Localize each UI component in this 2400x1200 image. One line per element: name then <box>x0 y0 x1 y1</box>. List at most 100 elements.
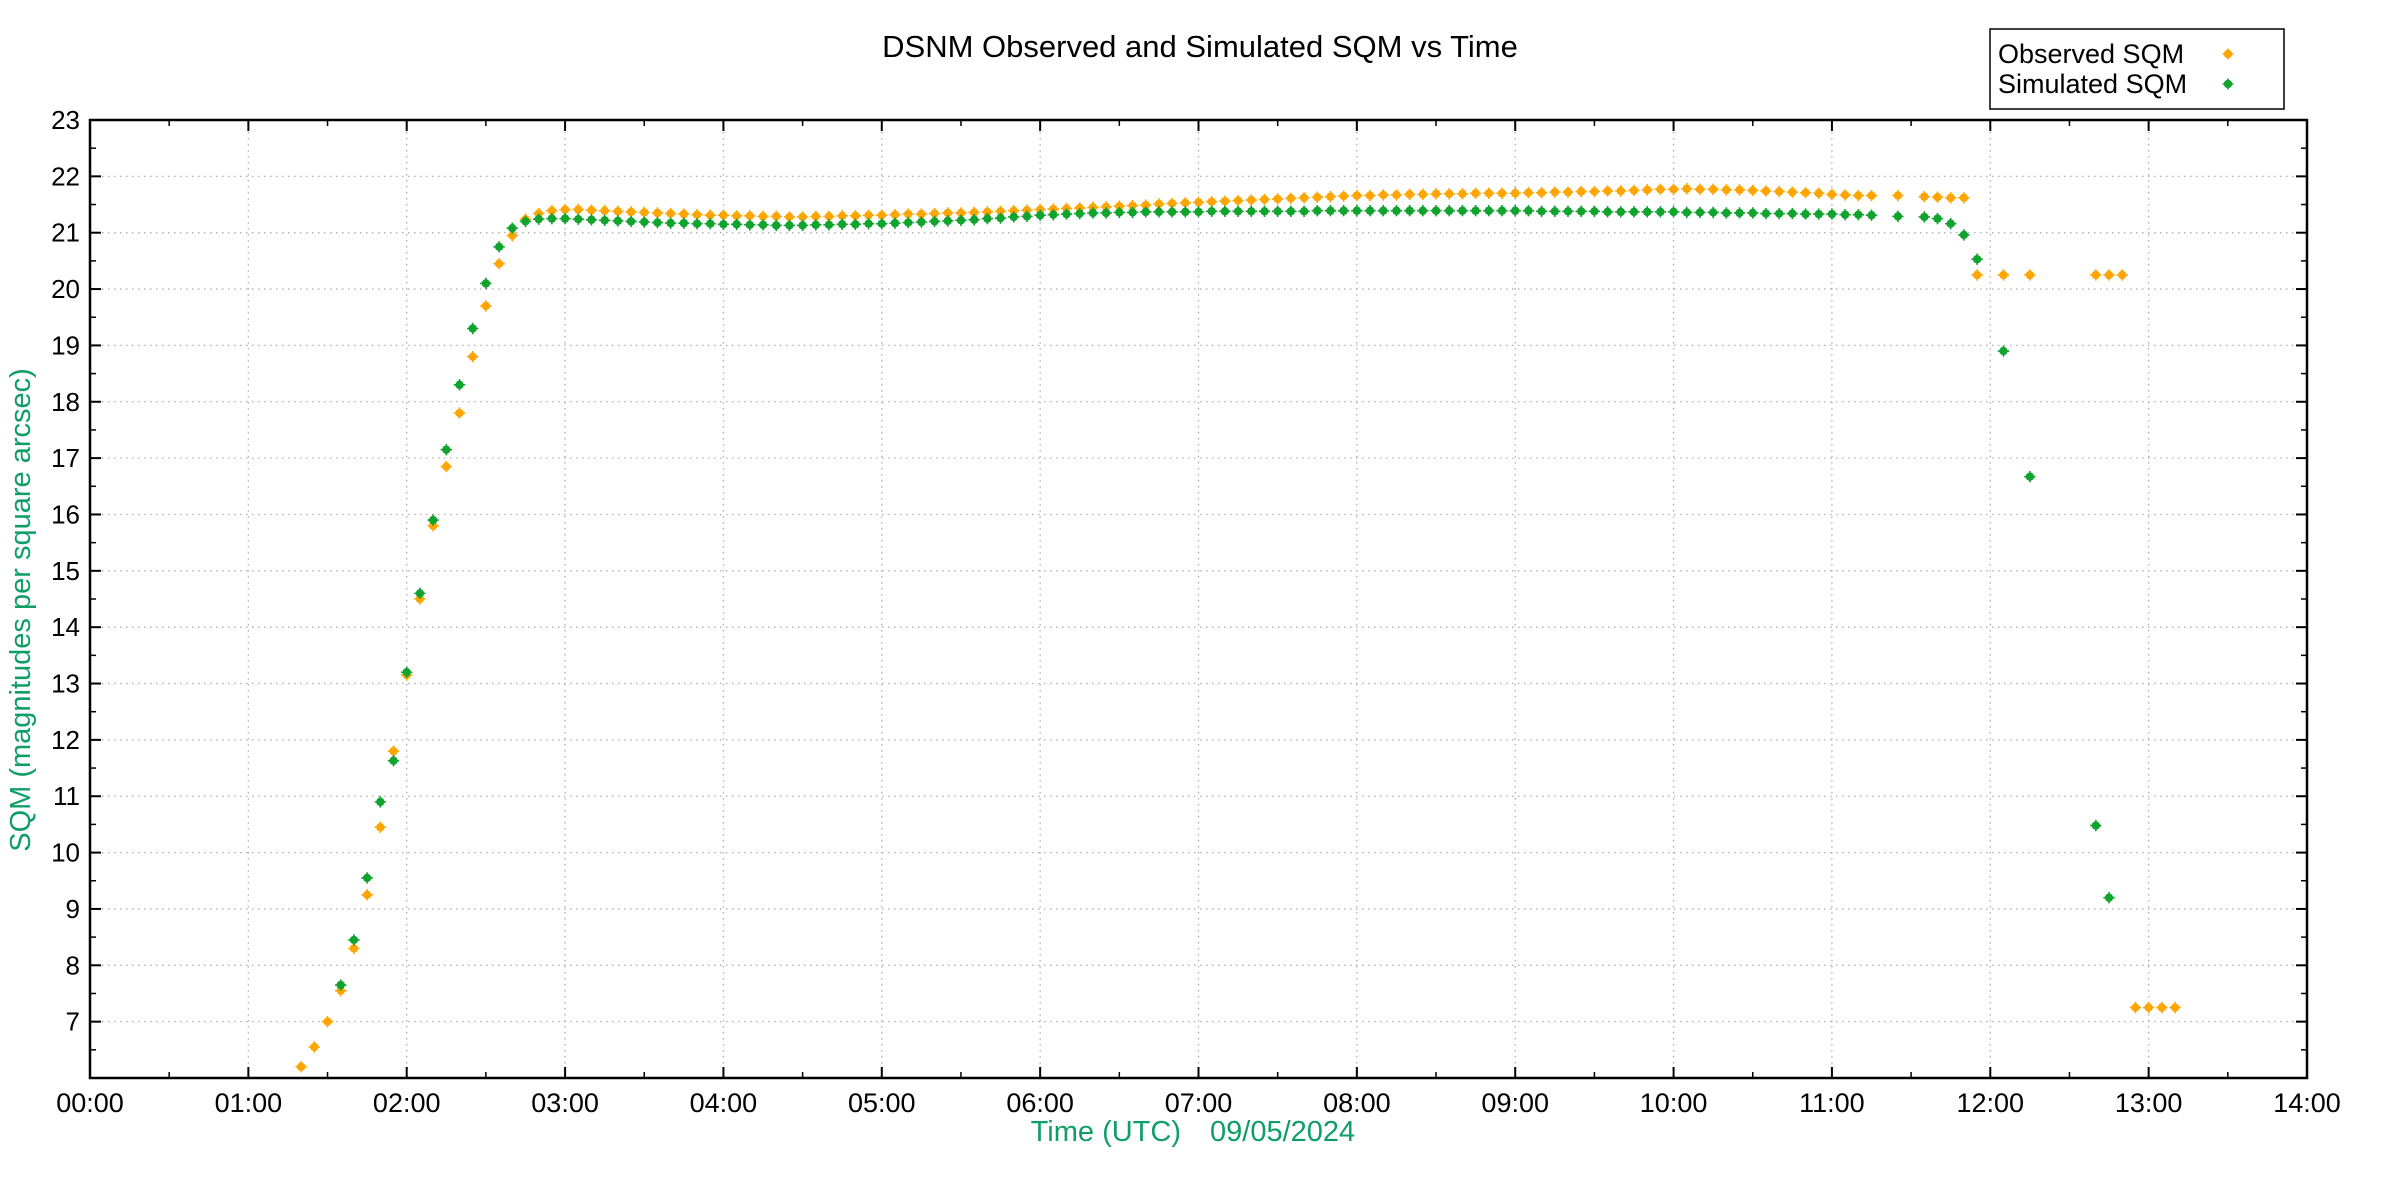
data-point-observed-sqm <box>1206 196 1218 208</box>
data-point-simulated-sqm <box>730 218 743 230</box>
legend-box <box>1989 28 2285 110</box>
data-point-observed-sqm <box>1931 191 1944 203</box>
plot-frame <box>88 118 2309 1080</box>
data-point-simulated-sqm <box>532 213 545 225</box>
data-point-observed-sqm <box>1351 189 1363 202</box>
data-point-simulated-sqm <box>1575 205 1587 217</box>
data-point-observed-sqm <box>1456 188 1469 200</box>
data-point-observed-sqm <box>1997 269 2010 281</box>
data-point-simulated-sqm <box>1021 210 1033 223</box>
data-point-simulated-sqm <box>638 216 650 228</box>
x-tick-label: 07:00 <box>1165 1088 1233 1118</box>
data-point-observed-sqm <box>1575 185 1587 198</box>
data-point-simulated-sqm <box>414 587 426 600</box>
data-point-observed-sqm <box>2169 1001 2181 1014</box>
data-point-simulated-sqm <box>1654 206 1667 218</box>
data-point-simulated-sqm <box>1892 210 1904 223</box>
y-tick-label: 22 <box>51 161 80 191</box>
data-point-simulated-sqm <box>493 241 505 253</box>
data-point-simulated-sqm <box>1285 205 1297 217</box>
data-point-simulated-sqm <box>691 217 703 230</box>
data-point-observed-sqm <box>1364 189 1376 202</box>
data-point-simulated-sqm <box>1179 206 1191 218</box>
data-point-observed-sqm <box>1337 190 1350 202</box>
data-point-simulated-sqm <box>717 218 730 230</box>
data-point-simulated-sqm <box>1799 208 1812 220</box>
data-point-simulated-sqm <box>968 214 980 226</box>
data-point-simulated-sqm <box>1377 205 1389 217</box>
data-point-simulated-sqm <box>1945 217 1957 230</box>
data-point-observed-sqm <box>1707 183 1719 196</box>
data-point-simulated-sqm <box>796 219 809 232</box>
y-tick-label: 11 <box>53 781 80 811</box>
data-point-observed-sqm <box>1403 188 1416 201</box>
data-point-observed-sqm <box>2024 269 2036 281</box>
data-point-simulated-sqm <box>612 215 624 227</box>
data-point-simulated-sqm <box>427 514 439 526</box>
data-point-observed-sqm <box>387 745 400 757</box>
data-point-observed-sqm <box>1892 189 1904 202</box>
data-point-observed-sqm <box>1535 186 1548 199</box>
data-point-observed-sqm <box>1813 187 1825 199</box>
data-point-simulated-sqm <box>1245 205 1257 217</box>
data-point-observed-sqm <box>374 821 387 833</box>
data-point-simulated-sqm <box>625 215 637 228</box>
data-point-simulated-sqm <box>1364 205 1376 217</box>
data-point-simulated-sqm <box>1509 205 1521 217</box>
data-point-simulated-sqm <box>1219 205 1231 217</box>
data-point-observed-sqm <box>651 207 664 219</box>
chart-title: DSNM Observed and Simulated SQM vs Time <box>882 29 1518 64</box>
data-point-observed-sqm <box>1377 189 1389 201</box>
x-tick-label: 05:00 <box>848 1088 916 1118</box>
data-point-simulated-sqm <box>1535 205 1548 217</box>
data-point-simulated-sqm <box>1140 206 1152 218</box>
data-point-observed-sqm <box>612 205 624 217</box>
data-point-observed-sqm <box>1496 187 1508 199</box>
data-point-observed-sqm <box>1232 194 1244 207</box>
legend-marker-observed-icon <box>2222 48 2234 60</box>
data-point-observed-sqm <box>1021 204 1033 216</box>
x-tick-label: 13:00 <box>2115 1088 2183 1118</box>
data-point-simulated-sqm <box>572 213 584 225</box>
data-point-observed-sqm <box>480 300 492 312</box>
x-tick-label: 01:00 <box>215 1088 283 1118</box>
data-point-simulated-sqm <box>1100 207 1112 219</box>
data-point-simulated-sqm <box>928 215 941 228</box>
data-point-observed-sqm <box>1258 193 1271 206</box>
y-tick-label: 7 <box>66 1007 80 1037</box>
data-point-observed-sqm <box>810 210 822 223</box>
data-point-simulated-sqm <box>480 277 492 290</box>
data-point-observed-sqm <box>1681 183 1693 195</box>
y-tick-label: 20 <box>51 274 80 304</box>
data-point-simulated-sqm <box>387 755 400 767</box>
data-point-observed-sqm <box>2116 269 2128 281</box>
data-point-simulated-sqm <box>1271 205 1284 217</box>
data-point-simulated-sqm <box>453 379 466 391</box>
data-point-simulated-sqm <box>1337 205 1350 217</box>
data-point-observed-sqm <box>1588 185 1601 198</box>
data-point-simulated-sqm <box>1311 205 1323 217</box>
x-axis-label: Time (UTC) <box>1031 1116 1181 1148</box>
data-point-simulated-sqm <box>1417 205 1429 217</box>
data-point-simulated-sqm <box>1456 205 1469 217</box>
x-tick-label: 00:00 <box>56 1088 124 1118</box>
data-point-observed-sqm <box>1628 184 1640 197</box>
data-point-simulated-sqm <box>1694 206 1706 219</box>
data-point-simulated-sqm <box>1113 206 1126 219</box>
data-point-simulated-sqm <box>598 214 611 227</box>
data-point-simulated-sqm <box>1931 212 1944 225</box>
data-point-simulated-sqm <box>1707 206 1719 219</box>
data-point-simulated-sqm <box>823 219 835 231</box>
y-tick-label: 12 <box>51 725 80 755</box>
data-point-simulated-sqm <box>810 219 822 231</box>
data-point-observed-sqm <box>308 1041 321 1053</box>
data-point-simulated-sqm <box>1232 205 1244 217</box>
data-point-observed-sqm <box>585 204 598 216</box>
data-point-observed-sqm <box>598 205 611 217</box>
data-point-simulated-sqm <box>1496 205 1508 217</box>
data-point-simulated-sqm <box>1918 211 1930 223</box>
data-point-simulated-sqm <box>1430 205 1442 217</box>
x-tick-label: 11:00 <box>1799 1088 1865 1118</box>
